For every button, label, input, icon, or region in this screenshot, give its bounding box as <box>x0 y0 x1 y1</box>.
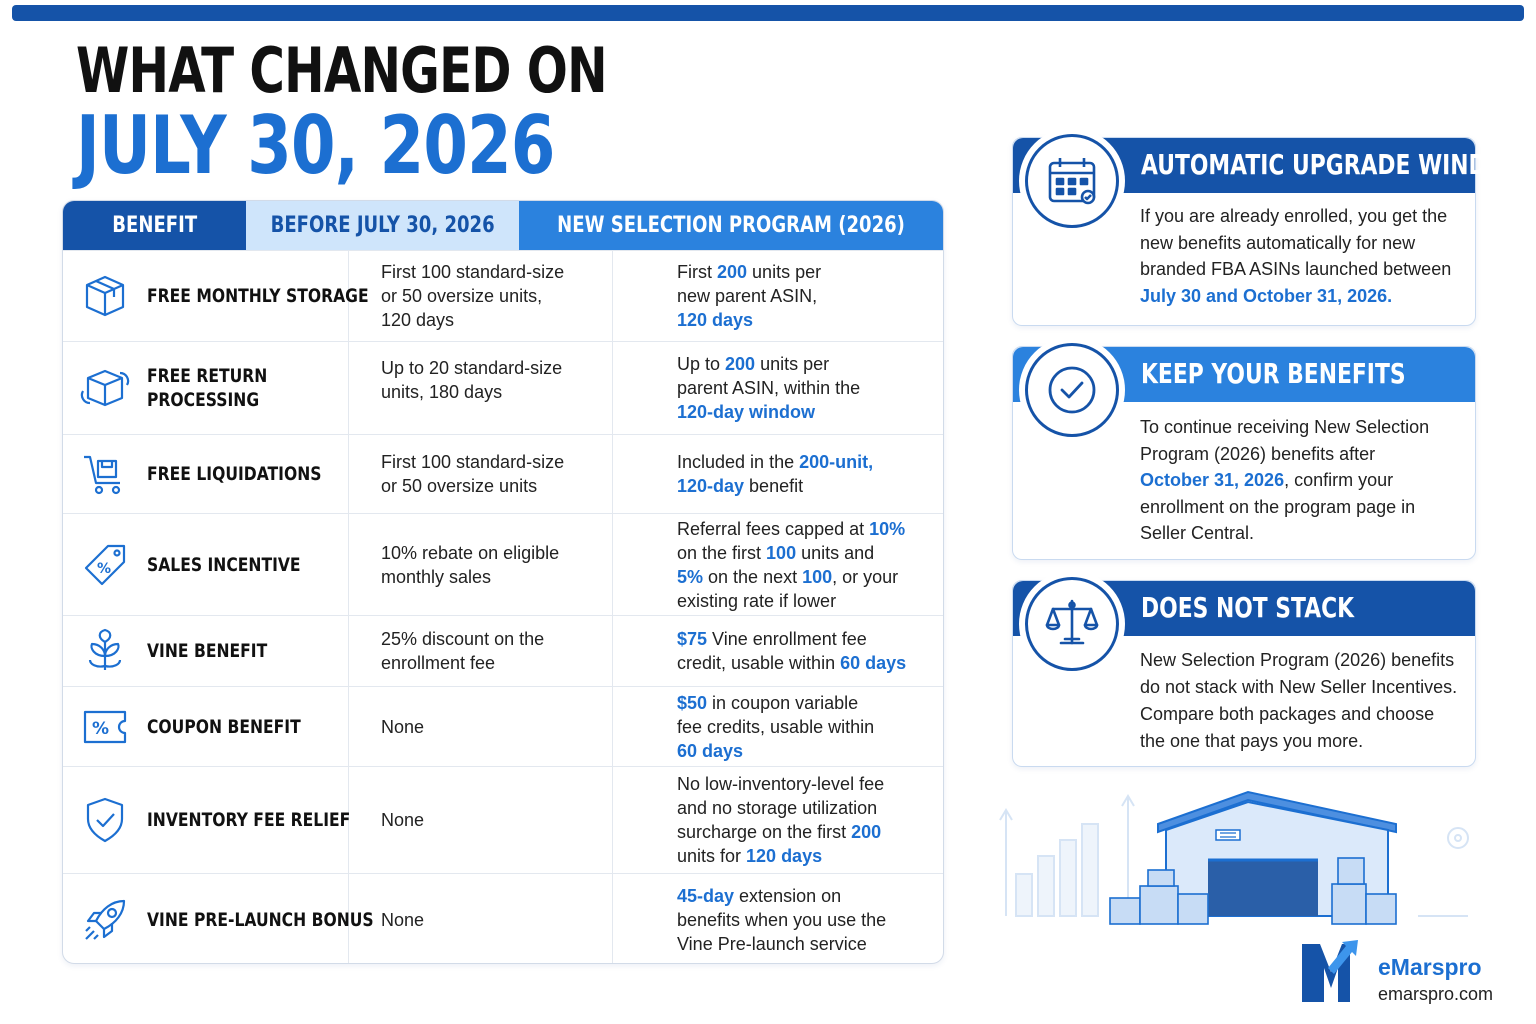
benefit-name: COUPON BENEFIT <box>147 715 301 738</box>
coupon-icon: % <box>77 699 133 755</box>
benefit-cell: VINE PRE-LAUNCH BONUS <box>63 874 374 963</box>
table-row: FREE RETURN PROCESSING Up to 20 standard… <box>63 341 943 434</box>
table-row: FREE MONTHLY STORAGE First 100 standard-… <box>63 250 943 341</box>
after-cell: First 200 units per new parent ASIN, 120 d… <box>677 262 822 330</box>
return-box-icon <box>77 360 133 416</box>
box-icon <box>77 268 133 324</box>
after-cell: 45-day extension on benefits when you use… <box>677 885 887 954</box>
vine-icon <box>77 623 133 679</box>
benefit-name: FREE MONTHLY STORAGE <box>147 285 369 307</box>
after-cell: Referral fees capped at 10% on the first … <box>677 518 906 611</box>
benefits-table: BENEFIT BEFORE JULY 30, 2026 NEW SELECTI… <box>62 200 944 964</box>
after-cell: Included in the 200-unit, 120-day benefit <box>677 452 874 496</box>
percent-tag-icon: % <box>77 537 133 593</box>
before-cell: None <box>349 874 613 963</box>
card-title: KEEP YOUR BENEFITS <box>1141 357 1406 390</box>
before-cell: First 100 standard-size or 50 oversize un… <box>349 435 613 513</box>
before-cell: 25% discount on the enrollment fee <box>349 616 613 686</box>
scale-icon <box>1019 571 1125 677</box>
card-body: If you are already enrolled, you get the… <box>1140 206 1452 306</box>
table-row: % COUPON BENEFIT None $50 in coupon vari… <box>63 686 943 766</box>
before-cell: Up to 20 standard-size units, 180 days <box>349 342 613 434</box>
after-cell: $50 in coupon variable fee credits, usabl… <box>677 692 875 761</box>
cart-icon <box>77 446 133 502</box>
card-keep-benefits: KEEP YOUR BENEFITS To continue receiving… <box>1012 337 1476 560</box>
after-cell: No low-inventory-level fee and no storage… <box>677 774 885 866</box>
card-body: To continue receiving New Selection Progr… <box>1140 417 1430 543</box>
benefit-name: VINE PRE-LAUNCH BONUS <box>147 908 374 931</box>
benefit-cell: FREE RETURN PROCESSING <box>63 342 349 434</box>
brand-url[interactable]: emarspro.com <box>1378 984 1494 1004</box>
before-cell: 10% rebate on eligible monthly sales <box>349 514 613 615</box>
card-does-not-stack: DOES NOT STACK New Selection Program (20… <box>1012 571 1476 767</box>
table-row: % SALES INCENTIVE 10% rebate on eligible… <box>63 513 943 615</box>
benefit-cell: % COUPON BENEFIT <box>63 687 349 766</box>
rocket-icon <box>77 892 133 948</box>
after-cell: $75 Vine enrollment fee credit, usable wi… <box>677 629 907 673</box>
card-body: New Selection Program (2026) benefits do … <box>1140 650 1458 751</box>
header-benefit: BENEFIT <box>63 201 246 250</box>
benefit-cell: % SALES INCENTIVE <box>63 514 349 615</box>
header-new-program: NEW SELECTION PROGRAM (2026) <box>518 201 943 250</box>
table-row: VINE PRE-LAUNCH BONUS None 45-day extens… <box>63 873 943 963</box>
benefit-name: INVENTORY FEE RELIEF <box>147 809 351 831</box>
check-circle-icon <box>1019 337 1125 443</box>
benefit-cell: FREE MONTHLY STORAGE <box>63 251 369 341</box>
after-cell: Up to 200 units per parent ASIN, within t… <box>677 354 861 422</box>
benefit-name: VINE BENEFIT <box>147 640 268 662</box>
card-title: DOES NOT STACK <box>1141 591 1355 624</box>
card-automatic-upgrade: AUTOMATIC UPGRADE WINDOW If you are alre… <box>1012 128 1529 326</box>
warehouse-icon <box>998 786 1478 941</box>
benefit-name: SALES INCENTIVE <box>147 553 301 576</box>
before-cell: First 100 standard-size or 50 oversize un… <box>349 251 613 341</box>
table-row: FREE LIQUIDATIONS First 100 standard-siz… <box>63 434 943 513</box>
benefit-cell: INVENTORY FEE RELIEF <box>63 767 351 873</box>
benefit-name-line-1: FREE RETURN <box>147 365 268 387</box>
svg-text:%: % <box>92 719 109 739</box>
table-header: BENEFIT BEFORE JULY 30, 2026 NEW SELECTI… <box>63 201 943 250</box>
header-before: BEFORE JULY 30, 2026 <box>245 201 519 250</box>
table-row: INVENTORY FEE RELIEF None No low-invento… <box>63 766 943 873</box>
top-accent-bar <box>12 5 1524 21</box>
benefit-cell: VINE BENEFIT <box>63 616 349 686</box>
card-title: AUTOMATIC UPGRADE WINDOW <box>1141 148 1530 181</box>
before-cell: None <box>349 687 613 766</box>
shield-check-icon <box>77 792 133 848</box>
calendar-icon <box>1019 128 1125 234</box>
svg-text:%: % <box>97 561 111 577</box>
title-line-1: WHAT CHANGED ON <box>76 34 608 107</box>
table-row: VINE BENEFIT 25% discount on the enrollme… <box>63 615 943 686</box>
brand-name: eMarspro <box>1378 954 1482 980</box>
benefit-cell: FREE LIQUIDATIONS <box>63 435 349 513</box>
benefit-name: FREE LIQUIDATIONS <box>147 463 322 485</box>
page-title: WHAT CHANGED ON JULY 30, 2026 <box>76 40 756 186</box>
before-cell: None <box>349 767 613 873</box>
emarspro-logo-icon <box>1298 938 1364 1009</box>
benefit-name-line-2: PROCESSING <box>147 389 260 411</box>
title-line-2: JULY 30, 2026 <box>76 99 555 192</box>
